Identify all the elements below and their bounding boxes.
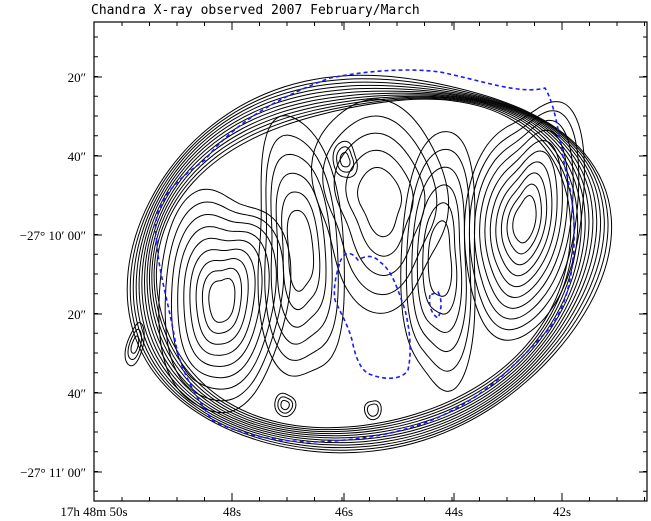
contour-line — [257, 115, 345, 377]
contour-line — [339, 151, 351, 168]
y-tick-label: 40″ — [68, 149, 86, 164]
contour-line — [427, 220, 453, 297]
contour-line — [357, 166, 403, 238]
y-tick-label: −27° 10′ 00″ — [20, 228, 86, 243]
x-tick-label: 17h 48m 50s — [60, 504, 127, 519]
contour-line — [264, 134, 339, 361]
contour-line — [177, 226, 270, 379]
contour-line — [170, 213, 277, 390]
contour-line — [124, 322, 145, 367]
contour-line — [148, 95, 582, 435]
contour-line — [473, 119, 574, 320]
x-axis-labels: 17h 48m 50s 48s 46s 44s 42s — [60, 504, 571, 519]
y-tick-label: −27° 11′ 00″ — [20, 465, 86, 480]
contour-line — [506, 183, 542, 255]
x-tick-label: 46s — [335, 504, 353, 519]
contour-line — [500, 172, 548, 266]
y-axis-labels: 20″ 40″ −27° 10′ 00″ 20″ 40″ −27° 11′ 00… — [20, 70, 86, 480]
contour-line — [130, 335, 140, 354]
contour-line — [164, 201, 285, 402]
contour-line — [400, 131, 476, 392]
small-dashed-spot — [428, 291, 442, 320]
x-tick-label: 44s — [445, 504, 463, 519]
central-left-contours — [257, 115, 345, 377]
y-tick-label: 20″ — [68, 307, 86, 322]
contour-line — [277, 396, 294, 414]
contour-line — [281, 191, 321, 311]
contour-line — [144, 92, 590, 439]
contour-line — [322, 115, 438, 296]
contour-line — [311, 98, 450, 314]
contour-line — [183, 237, 263, 367]
contour-line — [127, 328, 142, 360]
contour-line — [195, 258, 249, 345]
central-right-contours — [400, 131, 476, 392]
x-tick-label: 42s — [553, 504, 571, 519]
outer-dashed-boundary — [154, 69, 575, 443]
contour-line — [275, 172, 327, 328]
contour-line — [135, 84, 602, 446]
contour-line — [286, 209, 315, 292]
central-contours — [311, 98, 450, 314]
contour-line — [189, 248, 256, 356]
contour-line — [138, 87, 598, 444]
contour-line — [405, 148, 472, 372]
plot-frame — [93, 21, 648, 502]
knot-contours — [363, 400, 382, 421]
plot-title: Chandra X-ray observed 2007 February/Mar… — [91, 3, 420, 18]
outer-rim-contours — [126, 74, 613, 454]
contour-line — [332, 140, 358, 178]
contour-line — [201, 267, 243, 334]
contour-line — [270, 153, 333, 345]
contour-line — [158, 188, 292, 414]
contour-line — [489, 150, 558, 288]
contour-line — [333, 132, 426, 276]
xray-contours — [124, 74, 613, 454]
contour-line — [141, 90, 594, 441]
contour-line — [422, 202, 458, 315]
radio-outline — [154, 69, 575, 443]
contour-line — [468, 110, 580, 331]
knot-contours — [124, 322, 145, 367]
contour-line — [416, 184, 463, 334]
contour-line — [126, 74, 613, 454]
contour-line — [274, 392, 297, 418]
contour-line — [463, 101, 585, 341]
contour-line — [363, 400, 382, 421]
contour-line — [153, 97, 575, 431]
y-tick-label: 40″ — [68, 386, 86, 401]
left-lobe-contours — [158, 188, 292, 414]
contour-line — [345, 149, 414, 257]
contour-line — [336, 146, 355, 173]
contour-line — [479, 129, 569, 309]
contour-line — [366, 403, 379, 417]
contour-line — [411, 166, 467, 353]
y-tick-label: 20″ — [68, 70, 86, 85]
contour-line — [146, 94, 586, 437]
contour-line — [208, 277, 236, 323]
contour-line — [280, 399, 290, 411]
contour-line — [495, 161, 553, 277]
x-tick-label: 48s — [223, 504, 241, 519]
knot-contours — [332, 140, 358, 178]
knot-contours — [274, 392, 297, 418]
contour-line — [512, 195, 537, 244]
inner-dashed-cavity — [333, 252, 411, 380]
axis-ticks — [93, 22, 647, 501]
contour-line — [484, 139, 563, 299]
right-lobe-contours — [463, 101, 585, 341]
